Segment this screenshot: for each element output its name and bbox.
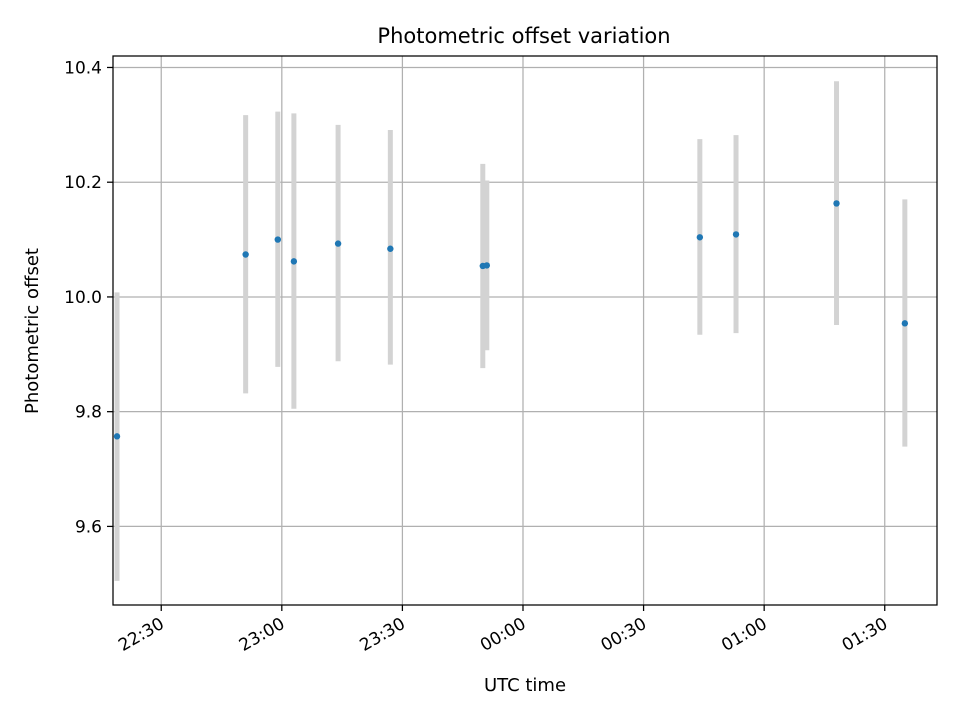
x-tick-label: 01:30 bbox=[839, 614, 891, 656]
y-tick-label: 9.6 bbox=[75, 517, 102, 537]
x-tick-label: 01:00 bbox=[718, 614, 770, 656]
y-tick-label: 10.4 bbox=[64, 58, 102, 78]
grid bbox=[113, 56, 937, 605]
x-axis: 22:30 23:00 23:30 00:00 00:30 01:00 01:30 bbox=[115, 605, 891, 656]
data-point bbox=[732, 231, 740, 238]
x-tick-label: 23:30 bbox=[356, 614, 408, 656]
data-points bbox=[113, 200, 909, 440]
data-point bbox=[483, 262, 491, 269]
y-tick-label: 10.2 bbox=[64, 173, 102, 193]
data-point bbox=[833, 200, 840, 207]
errorbars bbox=[114, 81, 908, 581]
y-axis: 9.6 9.8 10.0 10.2 10.4 bbox=[64, 58, 113, 537]
x-tick-label: 00:30 bbox=[598, 614, 650, 656]
data-point bbox=[334, 240, 342, 247]
data-point bbox=[274, 236, 281, 243]
plot-frame bbox=[112, 55, 938, 606]
chart-title: Photometric offset variation bbox=[377, 24, 670, 48]
y-tick-label: 10.0 bbox=[64, 288, 102, 308]
x-tick-label: 22:30 bbox=[115, 614, 167, 656]
y-tick-label: 9.8 bbox=[75, 403, 102, 423]
data-point bbox=[696, 234, 704, 241]
x-tick-label: 00:00 bbox=[477, 614, 529, 656]
x-tick-label: 23:00 bbox=[236, 614, 288, 656]
data-point bbox=[113, 433, 121, 440]
x-axis-label: UTC time bbox=[484, 675, 566, 696]
data-point bbox=[901, 320, 909, 327]
data-point bbox=[387, 245, 394, 252]
data-point bbox=[242, 251, 249, 258]
data-point bbox=[290, 258, 298, 265]
y-axis-label: Photometric offset bbox=[22, 248, 43, 414]
